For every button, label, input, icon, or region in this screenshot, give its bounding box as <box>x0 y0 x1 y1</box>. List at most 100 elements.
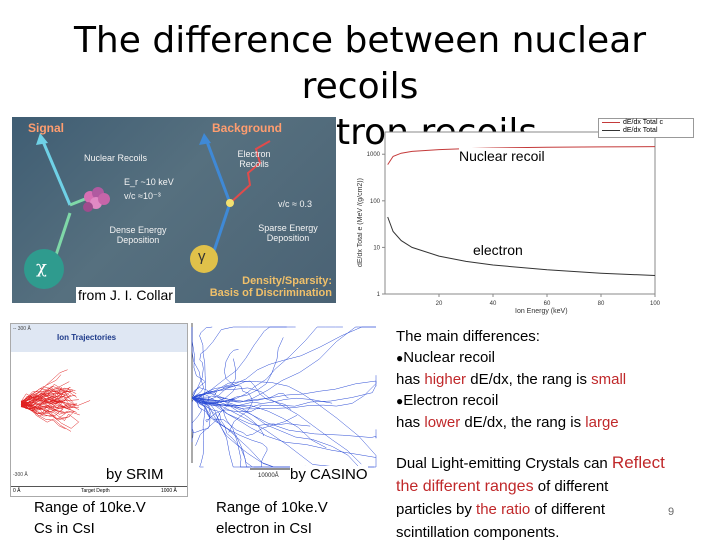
casino-track <box>191 381 377 467</box>
sparse-deposition-label: Sparse Energy Deposition <box>258 223 318 243</box>
page-number: 9 <box>668 506 675 518</box>
velocity-er-label: v/c ≈ 0.3 <box>278 199 312 209</box>
legend-item-total: dE/dx Total <box>599 127 693 135</box>
nuclear-recoil-annotation: Nuclear recoil <box>459 148 545 164</box>
casino-track <box>191 326 376 399</box>
casino-track <box>191 385 377 408</box>
srim-track <box>20 394 66 409</box>
casino-track <box>191 358 236 400</box>
srim-track <box>20 397 65 414</box>
srim-track <box>20 399 72 409</box>
dedx-x-tick-label: 20 <box>436 301 443 307</box>
srim-header: Ion Trajectories <box>57 333 117 342</box>
srim-track <box>20 405 66 430</box>
background-label: Background <box>212 121 283 135</box>
casino-track <box>191 326 296 399</box>
signal-label: Signal <box>28 121 65 135</box>
srim-axis-mid: Target Depth <box>81 488 110 494</box>
bullet-electron: ●Electron recoil <box>396 392 499 409</box>
dense-deposition-label: Dense Energy Deposition <box>109 225 167 245</box>
casino-trajectories <box>191 323 377 470</box>
recoil-diagram <box>24 133 271 289</box>
dedx-y-tick-label: 1 <box>377 292 381 298</box>
srim-track <box>20 386 63 402</box>
srim-axis-right: 1000 Å <box>161 488 177 494</box>
gamma-symbol: γ <box>198 248 206 265</box>
srim-track <box>20 385 72 405</box>
chi-symbol: χ <box>36 257 47 278</box>
casino-track <box>191 397 202 443</box>
dedx-series-line-1 <box>387 146 656 165</box>
srim-track <box>20 389 77 405</box>
casino-track <box>191 380 292 410</box>
casino-track <box>191 394 210 468</box>
srim-track <box>20 400 91 411</box>
dedx-x-tick-label: 40 <box>490 301 497 307</box>
srim-track <box>20 403 67 413</box>
casino-track <box>191 375 377 410</box>
dedx-ylabel: dE/dx Total e (MeV /(g/cm2)) <box>357 178 364 268</box>
srim-range: Range of 10ke.V Cs in CsI <box>34 499 146 537</box>
casino-track <box>191 397 298 436</box>
electron-annotation: electron <box>473 242 523 258</box>
velocity-nr-label: v/c ≈10⁻³ <box>124 191 161 201</box>
conclusion-block: Dual Light-emitting Crystals can Reflect… <box>396 453 665 541</box>
casino-track <box>191 397 377 439</box>
casino-track <box>191 349 239 401</box>
srim-track <box>20 392 68 406</box>
casino-track <box>191 397 377 458</box>
casino-track <box>191 397 311 427</box>
casino-track <box>191 326 287 399</box>
srim-track <box>20 388 72 402</box>
srim-axis-left: 0 Å <box>13 488 21 494</box>
differences-block: The main differences: ●Nuclear recoil ha… <box>396 326 714 433</box>
dedx-y-tick-label: 100 <box>370 199 381 205</box>
dedx-x-tick-label: 60 <box>544 301 551 307</box>
srim-track <box>20 392 70 408</box>
srim-track <box>20 395 70 406</box>
casino-panel: 10000Å <box>190 323 380 483</box>
signal-background-panel: Signal Background Nuclear Recoils E_r ~1… <box>12 117 336 303</box>
differences-intro: The main differences: <box>396 328 540 345</box>
discrimination-basis: Density/Sparsity: Basis of Discriminatio… <box>209 275 332 299</box>
dedx-y-tick-label: 1000 <box>367 152 381 158</box>
srim-track <box>20 404 79 422</box>
legend-item-total-c: dE/dx Total c <box>599 119 693 127</box>
casino-track <box>191 387 362 465</box>
srim-track <box>20 395 76 409</box>
srim-track <box>20 374 62 403</box>
casino-scale: 10000Å <box>258 473 279 479</box>
casino-track <box>191 395 249 468</box>
dedx-chart-svg: 20 40 60 80 100 1 10 100 1000 <box>367 131 661 307</box>
credit-text: from J. I. Collar <box>76 287 175 303</box>
bullet-nuclear: ●Nuclear recoil <box>396 349 495 366</box>
casino-track <box>191 393 235 446</box>
srim-trajectories <box>20 369 91 432</box>
srim-track <box>20 394 75 406</box>
casino-range: Range of 10ke.V electron in CsI <box>216 499 328 537</box>
title-line-1: The difference between nuclear recoils <box>73 20 647 107</box>
casino-track <box>191 395 265 437</box>
electron-recoils-label: Electron Recoils <box>237 149 271 169</box>
dedx-legend: dE/dx Total c dE/dx Total <box>598 118 694 138</box>
nuclear-description: has higher dE/dx, the rang is small <box>396 371 627 388</box>
srim-scale-top: -- 300 Å <box>13 326 31 332</box>
dedx-series-line-2 <box>387 216 656 276</box>
nucleus-icon <box>83 187 110 212</box>
dedx-x-tick-label: 80 <box>598 301 605 307</box>
srim-track <box>20 402 80 416</box>
casino-track <box>191 397 268 468</box>
srim-track <box>20 386 70 405</box>
dedx-x-tick-label: 100 <box>650 301 661 307</box>
casino-track <box>191 380 377 405</box>
energy-label: E_r ~10 keV <box>124 177 174 187</box>
dedx-plot: 20 40 60 80 100 1 10 100 1000 dE/dx Total e (MeV… <box>355 118 695 323</box>
electron-description: has lower dE/dx, the rang is large <box>396 414 619 431</box>
casino-track <box>191 396 211 434</box>
dedx-xlabel: Ion Energy (keV) <box>515 308 568 315</box>
dedx-y-tick-label: 10 <box>373 245 380 251</box>
srim-scale-bottom: -300 Å <box>13 472 28 478</box>
casino-by: by CASINO <box>290 466 368 483</box>
casino-track <box>191 326 376 403</box>
nuclear-recoils-label: Nuclear Recoils <box>84 153 148 163</box>
